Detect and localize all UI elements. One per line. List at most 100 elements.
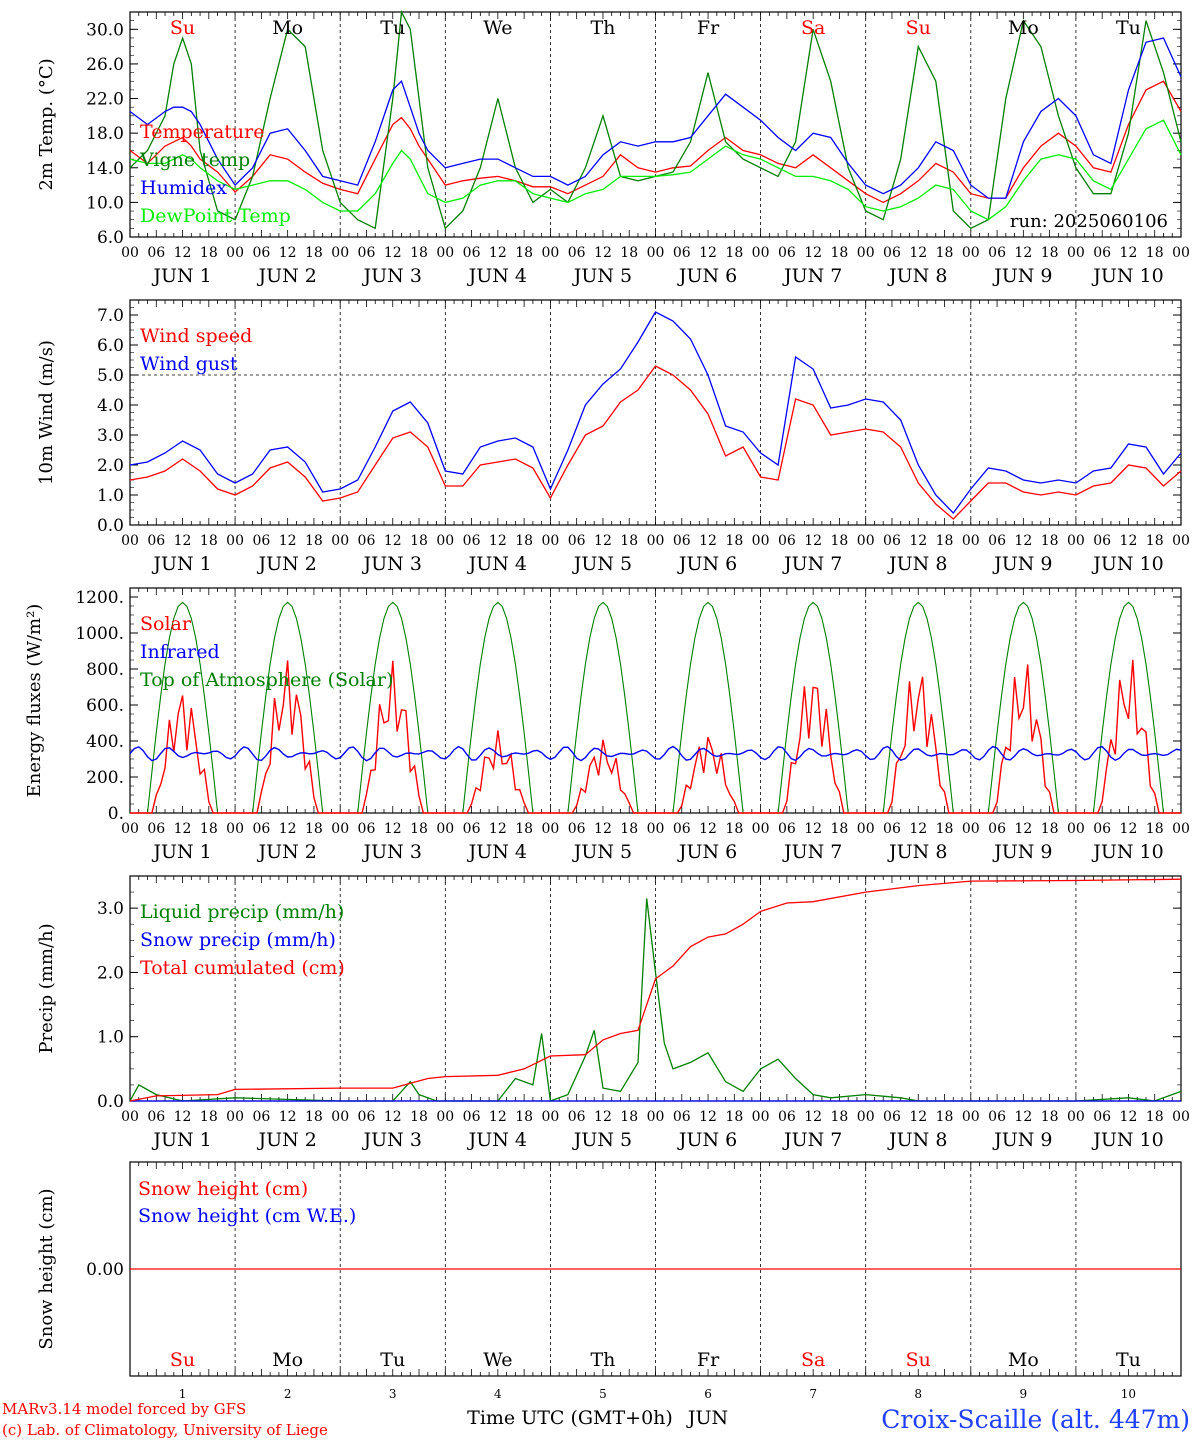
x-tick-label: 18 bbox=[305, 533, 323, 549]
x-tick-label: 06 bbox=[568, 533, 586, 549]
x-tick-label: 00 bbox=[752, 821, 770, 837]
lab-credit: (c) Lab. of Climatology, University of L… bbox=[2, 1421, 328, 1439]
x-tick-label: 12 bbox=[1120, 1109, 1138, 1125]
day-label: JUN 2 bbox=[256, 1129, 316, 1151]
x-tick-label: 12 bbox=[489, 533, 507, 549]
x-tick-label: 06 bbox=[673, 533, 691, 549]
x-tick-label: 00 bbox=[962, 1109, 980, 1125]
x-tick-label: 12 bbox=[384, 245, 402, 261]
y-tick-label: 26.0 bbox=[86, 55, 124, 75]
x-axis-title: Time UTC (GMT+0h) bbox=[467, 1407, 673, 1429]
legend-entry: Top of Atmosphere (Solar) bbox=[140, 669, 393, 691]
day-label: JUN 1 bbox=[151, 1129, 211, 1151]
day-label: JUN 2 bbox=[256, 265, 316, 287]
x-tick-label: 00 bbox=[331, 1109, 349, 1125]
x-tick-label: 06 bbox=[358, 821, 376, 837]
x-tick-label: 06 bbox=[883, 533, 901, 549]
x-tick-label: 00 bbox=[226, 1109, 244, 1125]
x-tick-label: 12 bbox=[489, 245, 507, 261]
x-tick-label: 12 bbox=[384, 1109, 402, 1125]
day-label: JUN 2 bbox=[256, 841, 316, 863]
panel-4: 0.0 1.0 2.0 3.0 Precip (mm/h) Liquid precip (… bbox=[36, 875, 1190, 1151]
day-number-label: 8 bbox=[914, 1387, 922, 1401]
day-label: JUN 5 bbox=[572, 553, 632, 575]
y-tick-label: 30.0 bbox=[86, 20, 124, 40]
x-tick-label: 18 bbox=[515, 533, 533, 549]
weekday-label: Mo bbox=[1008, 17, 1039, 39]
x-tick-label: 06 bbox=[568, 1109, 586, 1125]
y-tick-label: 3.0 bbox=[97, 426, 124, 446]
x-axis-month: JUN bbox=[686, 1407, 728, 1429]
x-tick-label: 00 bbox=[857, 245, 875, 261]
series-humidex-line bbox=[129, 37, 1182, 199]
y-tick-label: 1.0 bbox=[97, 1028, 124, 1048]
x-tick-label: 06 bbox=[883, 821, 901, 837]
x-tick-label: 00 bbox=[1067, 1109, 1085, 1125]
series-total-cumulated-cm-line bbox=[129, 878, 1182, 1102]
legend-entry: Wind speed bbox=[140, 325, 252, 347]
x-tick-label: 12 bbox=[1120, 533, 1138, 549]
x-tick-label: 00 bbox=[962, 245, 980, 261]
x-tick-label: 00 bbox=[1067, 245, 1085, 261]
x-tick-label: 18 bbox=[515, 245, 533, 261]
weekday-label: Su bbox=[906, 1349, 931, 1371]
series-infrared-line bbox=[129, 745, 1182, 762]
weekday-label: Th bbox=[590, 17, 615, 39]
day-number-label: 1 bbox=[179, 1387, 187, 1401]
x-tick-label: 00 bbox=[1172, 821, 1190, 837]
day-label: JUN 9 bbox=[992, 265, 1052, 287]
day-label: JUN 3 bbox=[362, 553, 422, 575]
weekday-label: Tu bbox=[1116, 1349, 1141, 1371]
x-tick-label: 00 bbox=[647, 533, 665, 549]
weekday-label: Su bbox=[170, 1349, 195, 1371]
day-label: JUN 8 bbox=[887, 265, 947, 287]
x-tick-label: 12 bbox=[699, 245, 717, 261]
x-tick-label: 12 bbox=[699, 821, 717, 837]
weekday-label: Sa bbox=[801, 17, 825, 39]
day-number-label: 7 bbox=[809, 1387, 817, 1401]
panel-3: 0. 200. 400. 600. 800. 1000. 1200. Energy fluxe… bbox=[24, 587, 1190, 863]
legend-entry: Snow height (cm W.E.) bbox=[138, 1205, 356, 1227]
legend-entry: Solar bbox=[140, 613, 192, 635]
x-tick-label: 18 bbox=[936, 245, 954, 261]
x-tick-label: 00 bbox=[121, 821, 139, 837]
day-label: JUN 6 bbox=[677, 553, 737, 575]
day-label: JUN 3 bbox=[362, 841, 422, 863]
day-label: JUN 4 bbox=[467, 1129, 527, 1151]
legend-entry: Humidex bbox=[140, 177, 227, 199]
x-tick-label: 00 bbox=[647, 1109, 665, 1125]
y-tick-label: 22.0 bbox=[86, 90, 124, 110]
x-tick-label: 06 bbox=[883, 1109, 901, 1125]
day-label: JUN 8 bbox=[887, 553, 947, 575]
x-tick-label: 12 bbox=[174, 821, 192, 837]
y-tick-label: 0. bbox=[108, 804, 124, 824]
y-tick-label: 0.0 bbox=[97, 516, 124, 536]
legend-entry: Snow height (cm) bbox=[138, 1178, 308, 1200]
x-tick-label: 06 bbox=[252, 533, 270, 549]
x-tick-label: 18 bbox=[410, 533, 428, 549]
x-tick-label: 18 bbox=[1041, 1109, 1059, 1125]
x-tick-label: 12 bbox=[804, 1109, 822, 1125]
x-tick-label: 00 bbox=[752, 1109, 770, 1125]
x-tick-label: 06 bbox=[252, 245, 270, 261]
y-tick-label: 18.0 bbox=[86, 124, 124, 144]
series-wind-gust-line bbox=[129, 311, 1182, 515]
x-tick-label: 06 bbox=[673, 1109, 691, 1125]
day-label: JUN 10 bbox=[1091, 553, 1163, 575]
x-tick-label: 12 bbox=[804, 821, 822, 837]
x-tick-label: 12 bbox=[1014, 533, 1032, 549]
x-tick-label: 12 bbox=[804, 533, 822, 549]
y-axis-label: Snow height (cm) bbox=[36, 1188, 57, 1349]
y-axis-label: Precip (mm/h) bbox=[36, 923, 57, 1053]
weekday-label: Sa bbox=[801, 1349, 825, 1371]
x-tick-label: 00 bbox=[647, 245, 665, 261]
x-tick-label: 12 bbox=[594, 533, 612, 549]
x-tick-label: 18 bbox=[410, 245, 428, 261]
x-tick-label: 18 bbox=[936, 1109, 954, 1125]
x-tick-label: 18 bbox=[1041, 821, 1059, 837]
y-tick-label: 2.0 bbox=[97, 963, 124, 983]
legend-entry: DewPoint Temp bbox=[140, 205, 291, 227]
x-tick-label: 12 bbox=[1014, 1109, 1032, 1125]
x-tick-label: 18 bbox=[831, 1109, 849, 1125]
